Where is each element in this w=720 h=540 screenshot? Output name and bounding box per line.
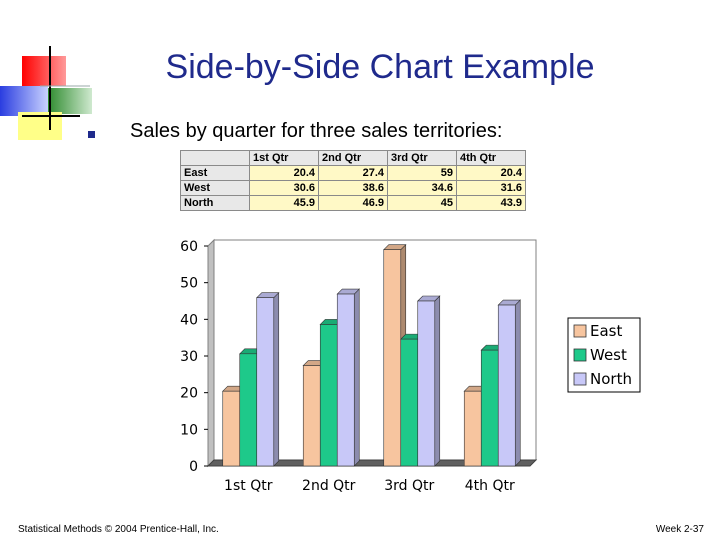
table-corner-cell (180, 150, 250, 166)
bar-east (222, 390, 241, 467)
legend-entry: East (590, 322, 622, 340)
bar-north (497, 304, 516, 467)
table-cell: 43.9 (456, 195, 526, 211)
y-tick-label: 10 (180, 422, 198, 438)
x-tick-label: 3rd Qtr (384, 478, 434, 494)
bullet-text: Sales by quarter for three sales territo… (130, 120, 503, 142)
footer-page-number: Week 2-37 (655, 524, 704, 535)
y-tick-label: 40 (180, 312, 198, 328)
table-cell: 45.9 (249, 195, 319, 211)
legend-entry: West (590, 346, 627, 364)
table-row: West 30.6 38.6 34.6 31.6 (180, 180, 526, 196)
legend-swatch (573, 372, 587, 386)
bar-north (417, 300, 436, 467)
table-header-row: 1st Qtr 2nd Qtr 3rd Qtr 4th Qtr (180, 150, 526, 166)
row-header: West (180, 180, 250, 196)
row-header: East (180, 165, 250, 181)
table-cell: 20.4 (456, 165, 526, 181)
bar-west (400, 338, 419, 467)
table-cell: 31.6 (456, 180, 526, 196)
bar-west (239, 353, 258, 467)
bar-north (256, 297, 275, 467)
slide-title: Side-by-Side Chart Example (165, 48, 595, 86)
bar-east (463, 390, 482, 467)
table-cell: 59 (387, 165, 457, 181)
y-tick-label: 20 (180, 386, 198, 402)
legend-swatch (573, 348, 587, 362)
y-tick-label: 30 (180, 349, 198, 365)
bar-east (302, 365, 321, 467)
y-tick-label: 60 (180, 239, 198, 255)
bar-side (514, 299, 521, 467)
x-tick-label: 4th Qtr (465, 478, 515, 494)
table-row: East 20.4 27.4 59 20.4 (180, 165, 526, 181)
row-header: North (180, 195, 250, 211)
y-tick-label: 0 (189, 459, 198, 475)
bullet-square-icon (88, 131, 95, 138)
table-row: North 45.9 46.9 45 43.9 (180, 195, 526, 211)
bar-west (319, 324, 338, 467)
legend-swatch (573, 324, 587, 338)
bar-side (434, 295, 441, 467)
bar-side (273, 291, 280, 467)
y-tick-label: 50 (180, 276, 198, 292)
side-by-side-bar-chart: 0 10 20 30 40 50 60 1st Qtr 2nd Qtr 3rd Qtr 4th Qt… (180, 238, 641, 494)
table-cell: 20.4 (249, 165, 319, 181)
x-tick-label: 1st Qtr (224, 478, 273, 494)
column-header: 1st Qtr (249, 150, 319, 166)
chart-side-wall (207, 238, 215, 468)
column-header: 3rd Qtr (387, 150, 457, 166)
x-tick-label: 2nd Qtr (302, 478, 356, 494)
table-cell: 45 (387, 195, 457, 211)
footer-copyright: Statistical Methods © 2004 Prentice-Hall… (18, 524, 219, 535)
table-cell: 34.6 (387, 180, 457, 196)
decorative-logo (0, 46, 92, 140)
bar-west (480, 349, 499, 467)
table-cell: 30.6 (249, 180, 319, 196)
table-cell: 46.9 (318, 195, 388, 211)
bar-east (383, 249, 402, 467)
bar-north (336, 293, 355, 467)
column-header: 4th Qtr (456, 150, 526, 166)
bar-side (353, 288, 360, 467)
legend-entry: North (590, 370, 632, 388)
table-cell: 27.4 (318, 165, 388, 181)
data-table: 1st Qtr 2nd Qtr 3rd Qtr 4th Qtr East 20.… (180, 150, 526, 211)
column-header: 2nd Qtr (318, 150, 388, 166)
table-cell: 38.6 (318, 180, 388, 196)
